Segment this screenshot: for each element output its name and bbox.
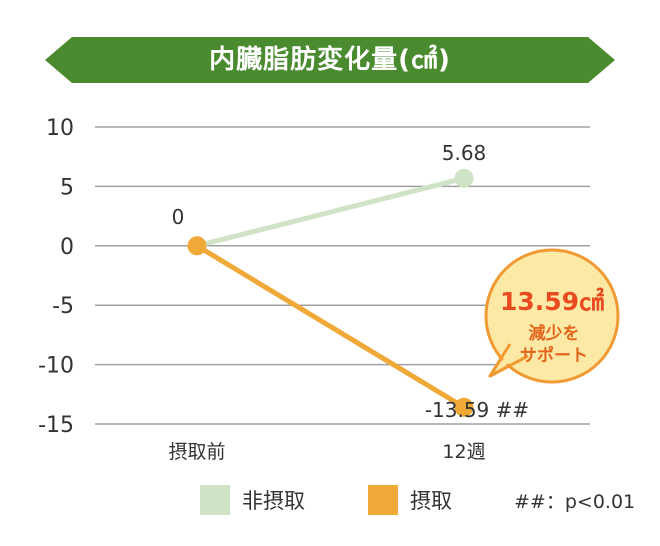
series-line: [195, 243, 466, 410]
callout-tail-fill: [496, 347, 526, 370]
callout-text-line2: サポート: [520, 345, 588, 366]
callout-tail-outline: [488, 343, 529, 378]
x-tick-label: 12週: [442, 441, 485, 463]
legend-item-non-intake: 非摂取: [200, 484, 305, 516]
y-tick-label: 5: [60, 175, 74, 200]
significance-note: ##：p<0.01: [514, 491, 636, 513]
y-tick-label: -10: [38, 354, 74, 379]
legend-swatch-non-intake: [200, 485, 230, 515]
legend-label-intake: 摂取: [410, 489, 452, 513]
data-point: [187, 236, 207, 256]
data-label: 5.68: [442, 141, 487, 165]
title-banner-shape: [45, 37, 615, 83]
data-label: 0: [172, 205, 185, 229]
y-tick-label: -15: [38, 413, 74, 438]
callout-text-line1: 減少を: [529, 323, 580, 344]
title-banner: 内臓脂肪変化量(㎠): [0, 0, 660, 120]
data-point: [454, 168, 474, 188]
x-tick-label: 摂取前: [168, 441, 225, 463]
legend-label-non-intake: 非摂取: [242, 489, 305, 513]
callout-value: 13.59㎠: [500, 287, 604, 316]
y-tick-label: 0: [60, 235, 74, 260]
y-tick-label: -5: [52, 294, 74, 319]
legend-swatch-intake: [368, 485, 398, 515]
legend-item-intake: 摂取: [368, 484, 452, 516]
data-label: -13.59 ##: [425, 398, 529, 422]
series-line: [196, 175, 465, 249]
callout-bubble: [484, 248, 620, 384]
data-point: [454, 397, 474, 417]
chart-title: 内臓脂肪変化量(㎠): [209, 45, 451, 75]
y-tick-label: 10: [46, 116, 74, 141]
